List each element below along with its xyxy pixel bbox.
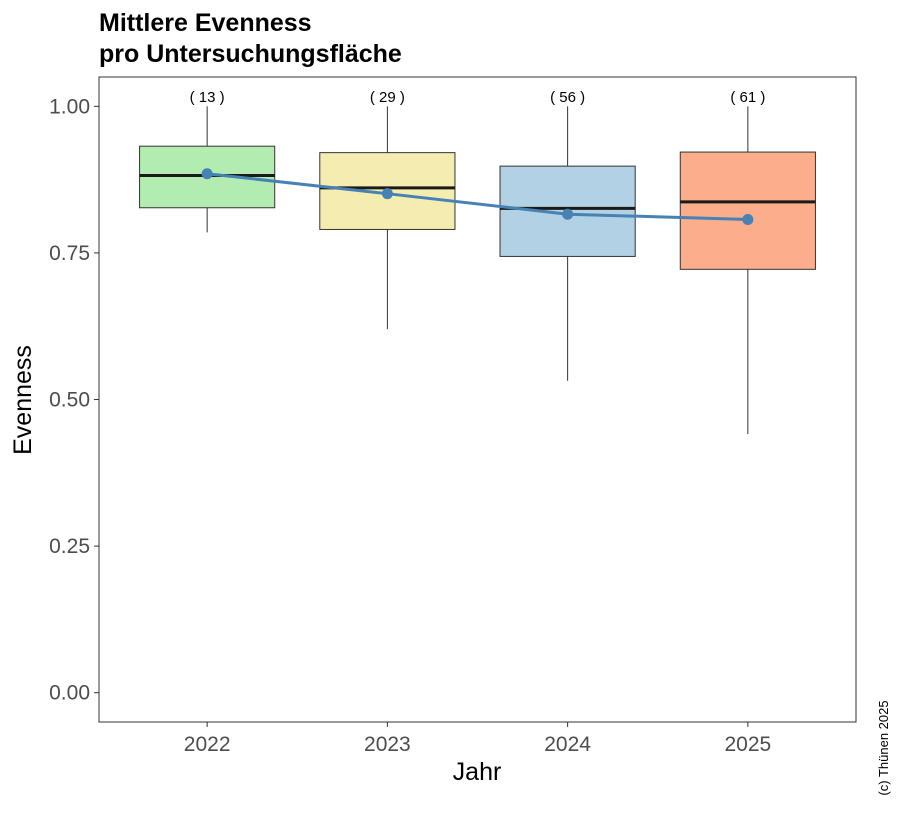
mean-point-2025 bbox=[742, 213, 754, 225]
x-tick-label: 2023 bbox=[364, 733, 411, 756]
count-label-2024: ( 56 ) bbox=[550, 89, 585, 106]
box-2024: ( 56 ) bbox=[499, 89, 636, 381]
mean-point-2022 bbox=[201, 168, 213, 180]
mean-point-2024 bbox=[562, 208, 574, 220]
y-axis: 0.00 0.25 0.50 0.75 1.00 bbox=[49, 95, 99, 705]
y-tick-label: 1.00 bbox=[49, 95, 90, 118]
chart-title-line-2: pro Untersuchungsfläche bbox=[99, 40, 402, 68]
x-axis-title: Jahr bbox=[453, 758, 502, 786]
y-tick-label: 0.00 bbox=[49, 682, 90, 705]
x-tick-label: 2022 bbox=[184, 733, 231, 756]
y-axis-title: Evenness bbox=[9, 345, 37, 455]
chart-title: Mittlere Evenness pro Untersuchungsfläch… bbox=[99, 8, 402, 70]
copyright-note: (c) Thünen 2025 bbox=[876, 700, 891, 795]
x-tick-label: 2024 bbox=[544, 733, 591, 756]
count-label-2022: ( 13 ) bbox=[190, 89, 225, 106]
x-tick-label: 2025 bbox=[724, 733, 771, 756]
y-tick-label: 0.75 bbox=[49, 242, 90, 265]
y-tick-label: 0.50 bbox=[49, 389, 90, 412]
count-label-2025: ( 61 ) bbox=[730, 89, 765, 106]
box-2023: ( 29 ) bbox=[319, 89, 456, 330]
boxes-layer: ( 13 ) ( 29 ) ( 56 ) ( 61 ) bbox=[139, 89, 816, 435]
mean-line bbox=[206, 172, 748, 221]
count-label-2023: ( 29 ) bbox=[370, 89, 405, 106]
chart-title-line-1: Mittlere Evenness bbox=[99, 9, 312, 37]
mean-line-layer bbox=[201, 168, 754, 225]
x-axis: 2022 2023 2024 2025 bbox=[184, 722, 771, 756]
mean-point-2023 bbox=[381, 188, 393, 200]
box-2025: ( 61 ) bbox=[679, 89, 816, 435]
y-tick-label: 0.25 bbox=[49, 535, 90, 558]
box-2022: ( 13 ) bbox=[139, 89, 276, 233]
iqr-box bbox=[679, 151, 816, 270]
